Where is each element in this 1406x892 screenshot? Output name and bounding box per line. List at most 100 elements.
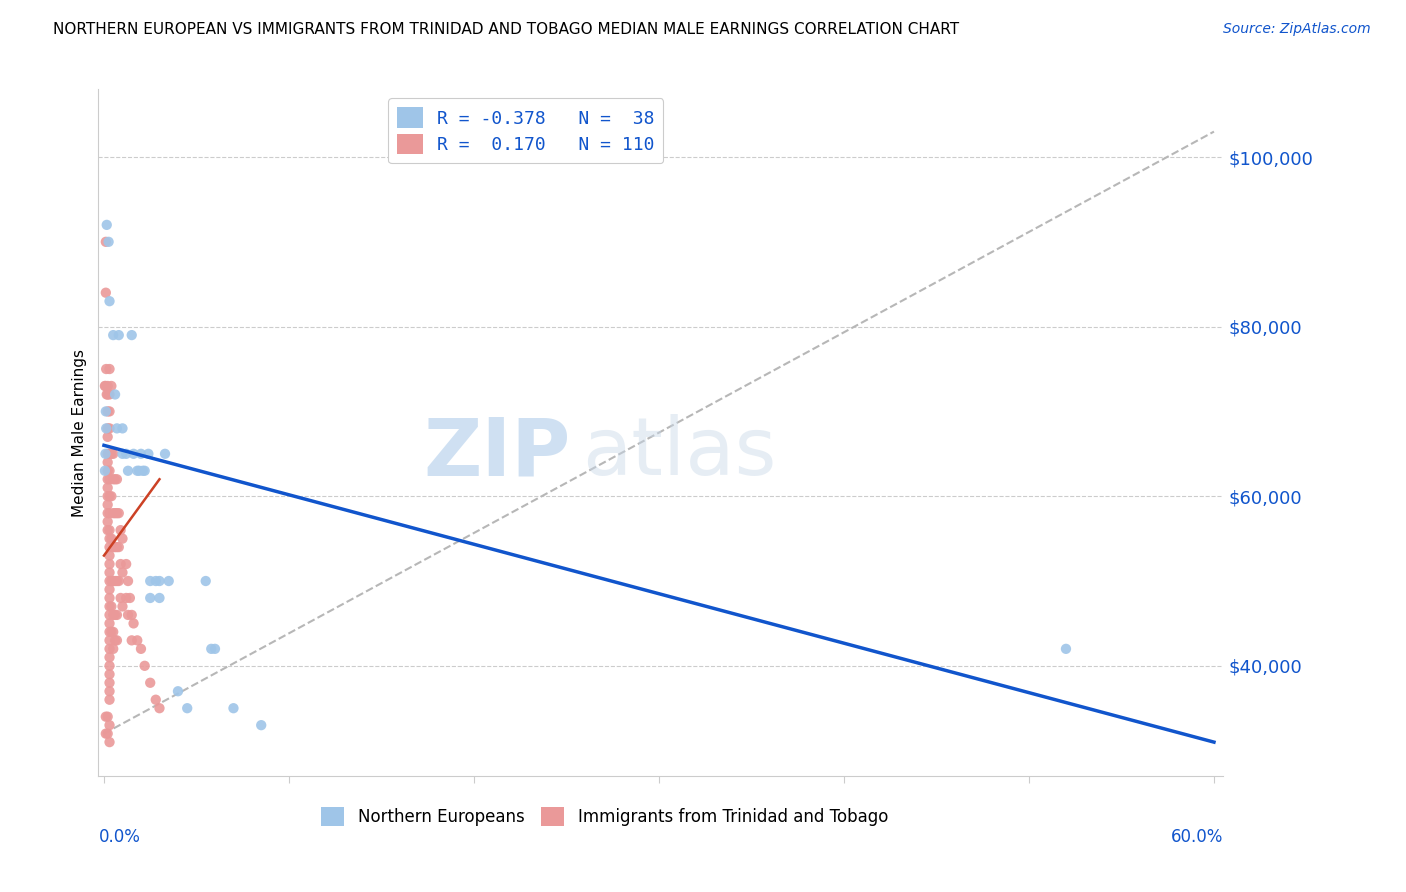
Point bbox=[98, 387, 121, 401]
Point bbox=[103, 328, 125, 343]
Point bbox=[107, 328, 129, 343]
Point bbox=[98, 566, 121, 580]
Point bbox=[98, 650, 121, 665]
Point bbox=[105, 607, 128, 622]
Point bbox=[139, 574, 162, 588]
Point bbox=[139, 675, 162, 690]
Point bbox=[97, 464, 120, 478]
Point bbox=[103, 472, 125, 486]
Point bbox=[96, 387, 118, 401]
Point bbox=[122, 447, 145, 461]
Point bbox=[104, 540, 127, 554]
Point bbox=[98, 718, 121, 732]
Point bbox=[98, 684, 121, 698]
Point bbox=[97, 447, 120, 461]
Point bbox=[121, 328, 143, 343]
Point bbox=[148, 574, 170, 588]
Point bbox=[98, 658, 121, 673]
Point bbox=[97, 455, 120, 469]
Text: NORTHERN EUROPEAN VS IMMIGRANTS FROM TRINIDAD AND TOBAGO MEDIAN MALE EARNINGS CO: NORTHERN EUROPEAN VS IMMIGRANTS FROM TRI… bbox=[53, 22, 959, 37]
Point bbox=[97, 472, 120, 486]
Point bbox=[94, 285, 117, 300]
Point bbox=[98, 472, 121, 486]
Point bbox=[111, 599, 134, 614]
Point bbox=[98, 506, 121, 520]
Point bbox=[110, 591, 132, 605]
Point bbox=[98, 549, 121, 563]
Point bbox=[117, 464, 139, 478]
Point bbox=[98, 294, 121, 309]
Point bbox=[98, 523, 121, 537]
Point bbox=[110, 523, 132, 537]
Point bbox=[100, 624, 122, 639]
Point bbox=[122, 616, 145, 631]
Point bbox=[94, 726, 117, 740]
Point bbox=[204, 641, 226, 656]
Point bbox=[98, 574, 121, 588]
Point bbox=[111, 532, 134, 546]
Point bbox=[104, 472, 127, 486]
Point bbox=[103, 540, 125, 554]
Point bbox=[222, 701, 245, 715]
Point bbox=[98, 633, 121, 648]
Text: Source: ZipAtlas.com: Source: ZipAtlas.com bbox=[1223, 22, 1371, 37]
Point bbox=[98, 607, 121, 622]
Point bbox=[148, 591, 170, 605]
Point bbox=[134, 658, 156, 673]
Point bbox=[98, 582, 121, 597]
Point bbox=[98, 362, 121, 376]
Point bbox=[127, 633, 149, 648]
Point bbox=[103, 607, 125, 622]
Point bbox=[98, 404, 121, 418]
Point bbox=[97, 726, 120, 740]
Point bbox=[94, 709, 117, 723]
Point bbox=[100, 574, 122, 588]
Point bbox=[98, 675, 121, 690]
Point bbox=[128, 464, 150, 478]
Point bbox=[145, 574, 167, 588]
Y-axis label: Median Male Earnings: Median Male Earnings bbox=[72, 349, 87, 516]
Point bbox=[100, 599, 122, 614]
Point bbox=[115, 557, 138, 571]
Point bbox=[105, 633, 128, 648]
Point bbox=[107, 540, 129, 554]
Point bbox=[97, 481, 120, 495]
Point bbox=[200, 641, 222, 656]
Point bbox=[104, 506, 127, 520]
Point bbox=[96, 421, 118, 435]
Point bbox=[129, 447, 152, 461]
Point bbox=[98, 735, 121, 749]
Text: 60.0%: 60.0% bbox=[1171, 828, 1223, 846]
Point bbox=[98, 591, 121, 605]
Point bbox=[110, 557, 132, 571]
Point bbox=[98, 557, 121, 571]
Legend: Northern Europeans, Immigrants from Trinidad and Tobago: Northern Europeans, Immigrants from Trin… bbox=[315, 800, 894, 833]
Point bbox=[97, 404, 120, 418]
Point bbox=[107, 574, 129, 588]
Point bbox=[115, 591, 138, 605]
Point bbox=[103, 641, 125, 656]
Point bbox=[157, 574, 180, 588]
Point bbox=[94, 404, 117, 418]
Point bbox=[94, 464, 117, 478]
Point bbox=[111, 447, 134, 461]
Point bbox=[94, 235, 117, 249]
Text: 0.0%: 0.0% bbox=[98, 828, 141, 846]
Point bbox=[118, 591, 141, 605]
Point bbox=[97, 506, 120, 520]
Point bbox=[96, 218, 118, 232]
Point bbox=[103, 506, 125, 520]
Point bbox=[97, 523, 120, 537]
Point bbox=[97, 489, 120, 503]
Point bbox=[194, 574, 217, 588]
Point bbox=[98, 616, 121, 631]
Point bbox=[97, 421, 120, 435]
Point bbox=[98, 540, 121, 554]
Point bbox=[97, 235, 120, 249]
Point bbox=[98, 624, 121, 639]
Point bbox=[96, 362, 118, 376]
Point bbox=[148, 701, 170, 715]
Point bbox=[111, 566, 134, 580]
Point bbox=[98, 489, 121, 503]
Point bbox=[107, 506, 129, 520]
